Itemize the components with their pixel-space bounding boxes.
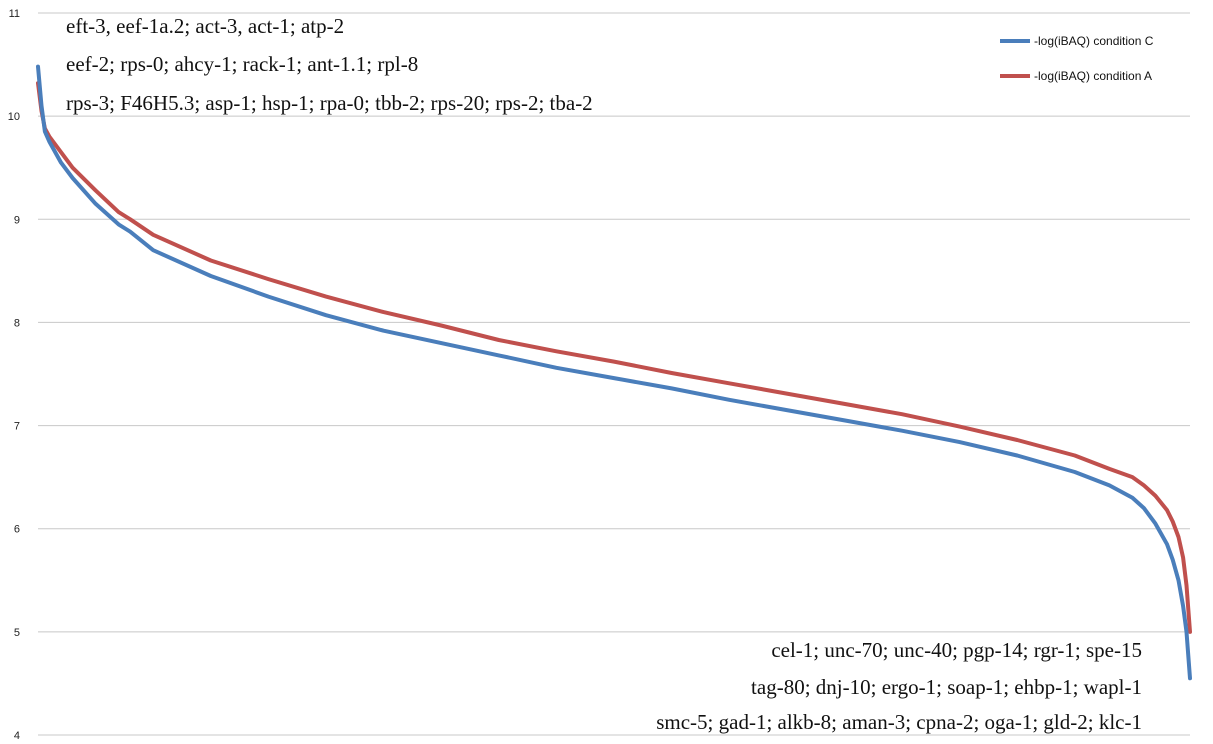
series-line-condition-c [36, 64, 1192, 681]
bottom-annotation-line-2: tag-80; dnj-10; ergo-1; soap-1; ehbp-1; … [751, 675, 1142, 699]
bottom-annotation-line-1: cel-1; unc-70; unc-40; pgp-14; rgr-1; sp… [771, 638, 1142, 662]
top-protein-annotations: eft-3, eef-1a.2; act-3, act-1; atp-2 eef… [66, 14, 593, 115]
y-tick-label-7: 7 [14, 421, 20, 433]
bottom-annotation-line-3: smc-5; gad-1; alkb-8; aman-3; cpna-2; og… [656, 710, 1142, 734]
grid-lines [38, 12, 1190, 736]
y-tick-label-11: 11 [9, 8, 20, 20]
top-annotation-line-3: rps-3; F46H5.3; asp-1; hsp-1; rpa-0; tbb… [66, 91, 593, 115]
y-tick-label-10: 10 [8, 111, 20, 123]
y-tick-label-4: 4 [14, 730, 20, 742]
top-annotation-line-2: eef-2; rps-0; ahcy-1; rack-1; ant-1.1; r… [66, 52, 418, 76]
y-tick-label-8: 8 [14, 317, 20, 329]
y-tick-label-6: 6 [14, 524, 20, 536]
legend: -log(iBAQ) condition C -log(iBAQ) condit… [1000, 34, 1154, 83]
series-line-condition-a [36, 81, 1192, 634]
bottom-protein-annotations: cel-1; unc-70; unc-40; pgp-14; rgr-1; sp… [656, 638, 1142, 734]
legend-label-condition-c: -log(iBAQ) condition C [1034, 34, 1154, 48]
series-lines [36, 64, 1192, 681]
y-tick-labels: 4 5 6 7 8 9 10 11 [8, 8, 20, 742]
y-tick-label-9: 9 [14, 214, 20, 226]
y-tick-label-5: 5 [14, 627, 20, 639]
top-annotation-line-1: eft-3, eef-1a.2; act-3, act-1; atp-2 [66, 14, 344, 38]
legend-label-condition-a: -log(iBAQ) condition A [1034, 69, 1152, 83]
